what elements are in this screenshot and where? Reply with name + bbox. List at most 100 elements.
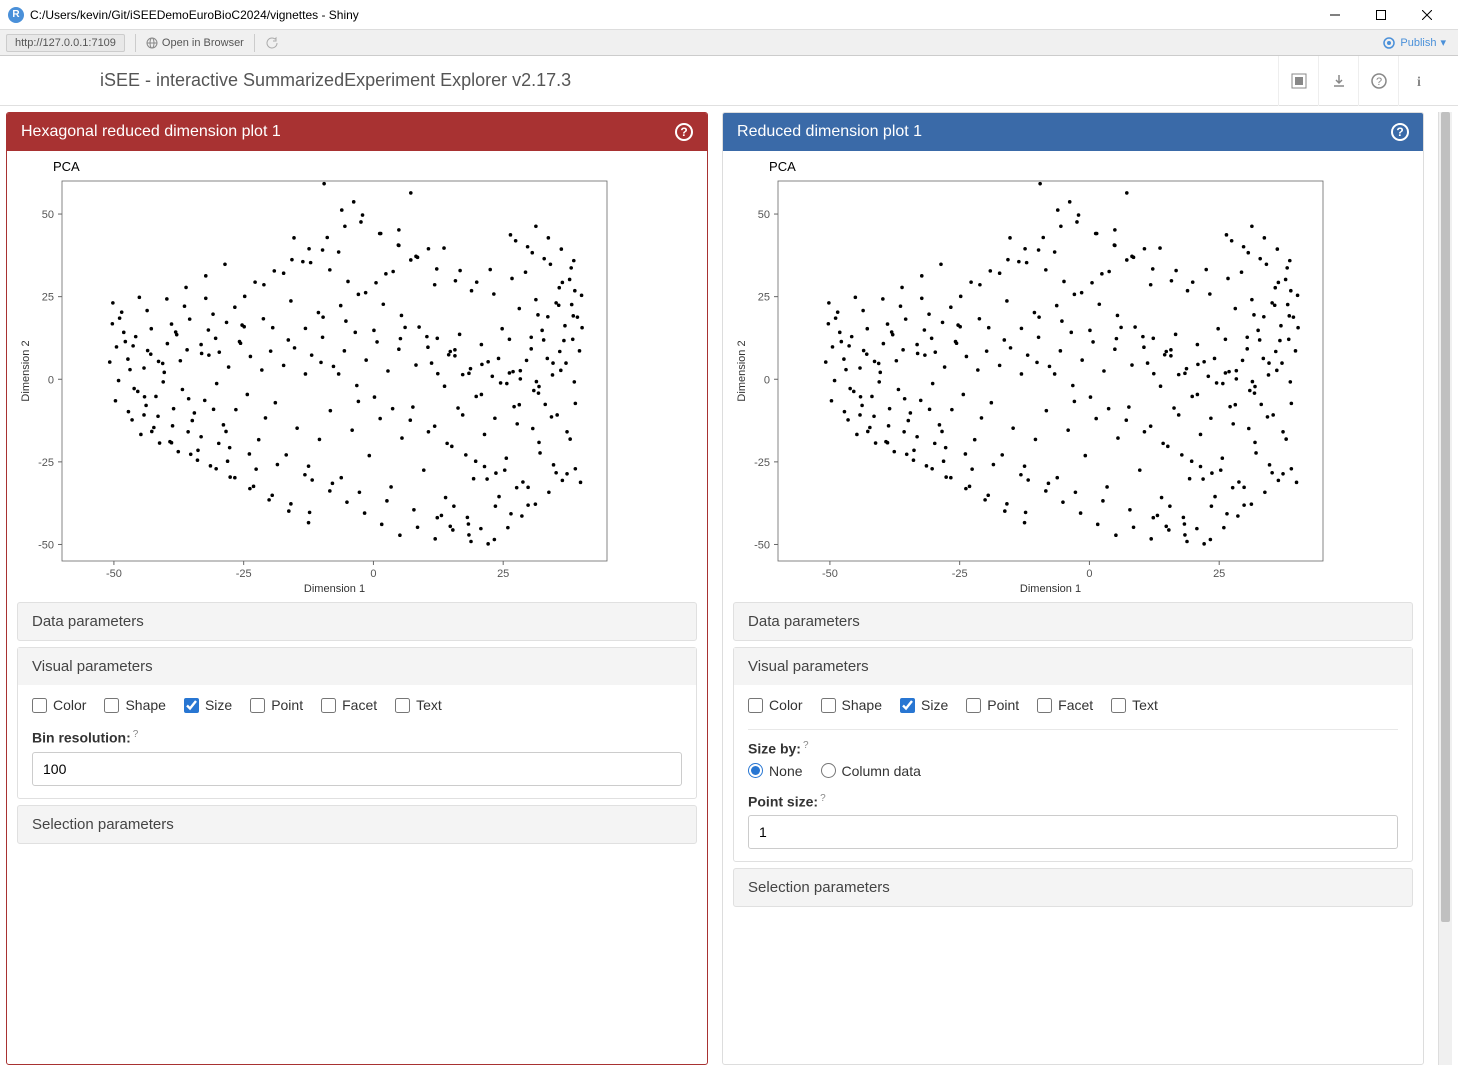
checkbox-input-facet[interactable] xyxy=(321,698,336,713)
checkbox-input-color[interactable] xyxy=(748,698,763,713)
svg-text:Dimension 1: Dimension 1 xyxy=(1020,583,1081,595)
checkbox-color[interactable]: Color xyxy=(748,697,802,713)
checkbox-label: Size xyxy=(205,697,232,713)
svg-text:-50: -50 xyxy=(38,539,54,551)
radio-none[interactable]: None xyxy=(748,763,802,779)
checkbox-facet[interactable]: Facet xyxy=(321,697,377,713)
dropdown-icon: ▾ xyxy=(1440,36,1446,49)
svg-text:0: 0 xyxy=(764,374,770,386)
size-by-label: Size by:? xyxy=(748,740,1398,757)
svg-text:i: i xyxy=(1417,75,1421,89)
checkbox-input-size[interactable] xyxy=(184,698,199,713)
bin-resolution-label: Bin resolution:? xyxy=(32,729,682,746)
checkbox-input-text[interactable] xyxy=(395,698,410,713)
app-header: iSEE - interactive SummarizedExperiment … xyxy=(0,56,1458,106)
svg-text:-25: -25 xyxy=(236,568,252,580)
radio-input[interactable] xyxy=(748,763,763,778)
visual-params-header-right[interactable]: Visual parameters xyxy=(734,648,1412,685)
diagnostics-button[interactable] xyxy=(1278,56,1318,106)
scatter-plot-left[interactable]: -50-25025-50-2502550Dimension 1Dimension… xyxy=(17,176,617,596)
checkbox-label: Point xyxy=(987,697,1019,713)
selection-params-right[interactable]: Selection parameters xyxy=(733,868,1413,907)
shiny-toolbar: http://127.0.0.1:7109 Open in Browser Pu… xyxy=(0,30,1458,56)
app-icon: R xyxy=(8,7,24,23)
maximize-button[interactable] xyxy=(1358,0,1404,30)
checkbox-label: Shape xyxy=(842,697,882,713)
vertical-scrollbar[interactable] xyxy=(1438,112,1452,1065)
checkbox-color[interactable]: Color xyxy=(32,697,86,713)
checkbox-input-size[interactable] xyxy=(900,698,915,713)
radio-column-data[interactable]: Column data xyxy=(821,763,921,779)
publish-icon xyxy=(1382,36,1396,50)
radio-input[interactable] xyxy=(821,763,836,778)
minimize-button[interactable] xyxy=(1312,0,1358,30)
checkbox-input-point[interactable] xyxy=(966,698,981,713)
panel-help-icon[interactable]: ? xyxy=(675,123,693,141)
checkbox-label: Size xyxy=(921,697,948,713)
checkbox-label: Color xyxy=(53,697,86,713)
svg-text:?: ? xyxy=(1375,76,1381,88)
checkbox-facet[interactable]: Facet xyxy=(1037,697,1093,713)
checkbox-input-point[interactable] xyxy=(250,698,265,713)
bin-resolution-input[interactable] xyxy=(32,752,682,786)
checkbox-size[interactable]: Size xyxy=(900,697,948,713)
refresh-button[interactable] xyxy=(259,34,285,52)
window-titlebar: R C:/Users/kevin/Git/iSEEDemoEuroBioC202… xyxy=(0,0,1458,30)
checkbox-input-facet[interactable] xyxy=(1037,698,1052,713)
toolbar-divider xyxy=(254,34,255,52)
app-title: iSEE - interactive SummarizedExperiment … xyxy=(100,70,571,91)
checkbox-text[interactable]: Text xyxy=(1111,697,1158,713)
checkbox-label: Facet xyxy=(1058,697,1093,713)
help-button[interactable]: ? xyxy=(1358,56,1398,106)
checkbox-point[interactable]: Point xyxy=(966,697,1019,713)
radio-label: None xyxy=(769,763,802,779)
info-button[interactable]: i xyxy=(1398,56,1438,106)
panel-reduced-dim-plot: Reduced dimension plot 1 ? PCA -50-25025… xyxy=(722,112,1424,1065)
svg-text:-25: -25 xyxy=(754,457,770,469)
point-size-input[interactable] xyxy=(748,815,1398,849)
checkbox-shape[interactable]: Shape xyxy=(821,697,882,713)
checkbox-input-shape[interactable] xyxy=(104,698,119,713)
close-button[interactable] xyxy=(1404,0,1450,30)
svg-text:25: 25 xyxy=(42,292,54,304)
checkbox-shape[interactable]: Shape xyxy=(104,697,165,713)
publish-button[interactable]: Publish ▾ xyxy=(1376,36,1452,50)
visual-params-left: Visual parameters Color Shape Size Point Fac… xyxy=(17,647,697,799)
svg-text:25: 25 xyxy=(1213,568,1225,580)
publish-label: Publish xyxy=(1400,37,1436,49)
scrollbar-thumb[interactable] xyxy=(1441,112,1450,922)
checkbox-row-right: Color Shape Size Point Facet Text xyxy=(748,697,1398,713)
svg-text:-25: -25 xyxy=(38,457,54,469)
scatter-plot-right[interactable]: -50-25025-50-2502550Dimension 1Dimension… xyxy=(733,176,1333,596)
download-button[interactable] xyxy=(1318,56,1358,106)
checkbox-text[interactable]: Text xyxy=(395,697,442,713)
data-params-left[interactable]: Data parameters xyxy=(17,602,697,641)
checkbox-input-shape[interactable] xyxy=(821,698,836,713)
checkbox-point[interactable]: Point xyxy=(250,697,303,713)
svg-text:25: 25 xyxy=(758,292,770,304)
toolbar-divider xyxy=(135,34,136,52)
svg-text:0: 0 xyxy=(1086,568,1092,580)
checkbox-input-text[interactable] xyxy=(1111,698,1126,713)
url-display[interactable]: http://127.0.0.1:7109 xyxy=(6,34,125,52)
checkbox-input-color[interactable] xyxy=(32,698,47,713)
visual-params-header-left[interactable]: Visual parameters xyxy=(18,648,696,685)
panel-title-left: Hexagonal reduced dimension plot 1 xyxy=(21,123,281,141)
browser-icon xyxy=(146,37,158,49)
svg-text:50: 50 xyxy=(42,209,54,221)
panel-header-left[interactable]: Hexagonal reduced dimension plot 1 ? xyxy=(7,113,707,151)
checkbox-size[interactable]: Size xyxy=(184,697,232,713)
checkbox-label: Shape xyxy=(125,697,165,713)
main-content: Hexagonal reduced dimension plot 1 ? PCA… xyxy=(0,106,1458,1071)
panel-hexagonal-plot: Hexagonal reduced dimension plot 1 ? PCA… xyxy=(6,112,708,1065)
checkbox-label: Color xyxy=(769,697,802,713)
checkbox-label: Point xyxy=(271,697,303,713)
radio-row-right: None Column data xyxy=(748,763,1398,779)
data-params-right[interactable]: Data parameters xyxy=(733,602,1413,641)
panel-header-right[interactable]: Reduced dimension plot 1 ? xyxy=(723,113,1423,151)
selection-params-left[interactable]: Selection parameters xyxy=(17,805,697,844)
panel-help-icon[interactable]: ? xyxy=(1391,123,1409,141)
open-browser-button[interactable]: Open in Browser xyxy=(140,35,250,51)
plot-right-title: PCA xyxy=(769,159,1413,174)
checkbox-label: Facet xyxy=(342,697,377,713)
